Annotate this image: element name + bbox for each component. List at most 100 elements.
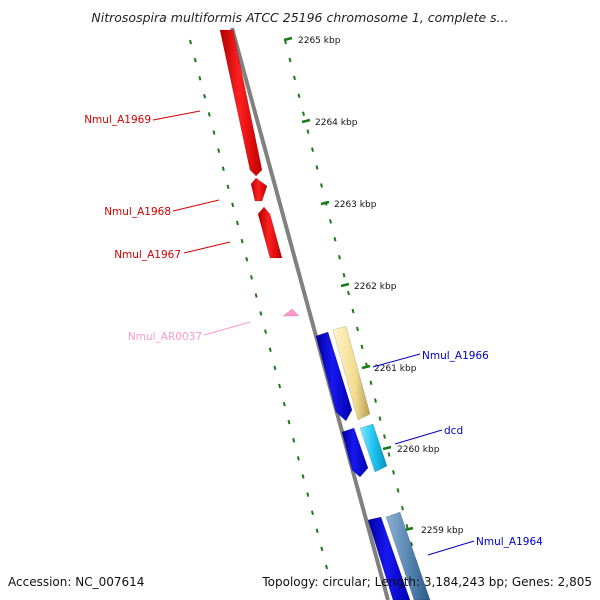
tick-mark <box>249 275 253 280</box>
tick-mark <box>333 237 337 242</box>
tick-mark <box>405 523 409 529</box>
kbp-major-tick <box>283 36 293 42</box>
tick-mark <box>288 57 292 63</box>
tick-mark <box>310 510 314 515</box>
gene-label: Nmul_A1968 <box>104 206 171 218</box>
label-leader-line <box>152 110 201 121</box>
gene-label: Nmul_A1969 <box>84 114 151 126</box>
tick-mark <box>264 329 268 334</box>
gene-label: Nmul_A1966 <box>422 350 489 362</box>
cog-band-1 <box>332 325 371 421</box>
tick-mark <box>356 326 359 332</box>
tick-mark <box>240 238 244 244</box>
label-leader-line <box>172 199 220 212</box>
cog-band-3 <box>385 511 431 600</box>
gene-label: Nmul_A1967 <box>114 249 181 261</box>
tick-mark <box>268 347 272 353</box>
tick-mark <box>325 564 329 570</box>
tick-mark <box>293 75 296 81</box>
tick-mark <box>351 308 355 314</box>
tick-mark <box>374 398 377 403</box>
tick-mark <box>392 470 395 475</box>
tick-mark <box>189 39 193 45</box>
kbp-tick-label: 2262 kbp <box>354 282 397 292</box>
tick-mark <box>245 256 249 262</box>
kbp-major-tick <box>320 200 330 206</box>
tick-mark <box>347 290 350 296</box>
kbp-major-tick <box>382 445 392 451</box>
accession-label: Accession: NC_007614 <box>8 575 145 589</box>
tick-mark <box>259 311 263 316</box>
tick-mark <box>360 344 364 350</box>
gene-arrow-nmul-a1968 <box>250 177 268 202</box>
kbp-tick-label: 2259 kbp <box>421 526 464 536</box>
tick-mark <box>282 401 286 407</box>
gene-arrow-dcd <box>341 427 369 478</box>
kbp-tick-label: 2263 kbp <box>334 200 377 210</box>
gene-arrow-nmul-a1964 <box>367 516 411 600</box>
tick-mark <box>378 416 382 421</box>
topology-label: Topology: circular; Length: 3,184,243 bp… <box>262 575 592 589</box>
gene-label: dcd <box>444 425 463 437</box>
tick-mark <box>315 165 319 170</box>
tick-mark <box>396 488 400 493</box>
tick-mark <box>410 541 413 547</box>
tick-mark <box>278 383 282 389</box>
tick-mark <box>401 506 404 511</box>
kbp-major-tick <box>361 364 371 370</box>
tick-mark <box>329 219 332 224</box>
tick-mark <box>338 254 341 260</box>
tick-mark <box>297 93 301 99</box>
kbp-tick-label: 2261 kbp <box>374 364 417 374</box>
label-leader-line <box>394 429 443 445</box>
label-leader-line <box>427 540 475 556</box>
cog-band-2 <box>359 423 388 473</box>
tick-mark <box>231 202 235 208</box>
gene-arrow-nmul-a1967 <box>257 206 283 259</box>
tick-mark <box>273 365 277 371</box>
kbp-major-tick <box>301 118 311 124</box>
tick-mark <box>315 528 319 534</box>
tick-mark <box>320 183 323 188</box>
gene-label: Nmul_A1964 <box>476 536 543 548</box>
map-title: Nitrosospira multiformis ATCC 25196 chro… <box>91 10 509 25</box>
label-leader-line <box>203 321 251 336</box>
tick-mark <box>235 220 239 226</box>
kbp-tick-label: 2265 kbp <box>298 36 341 46</box>
tick-mark <box>301 474 305 479</box>
tick-mark <box>383 434 386 439</box>
kbp-major-tick <box>404 526 414 532</box>
tick-mark <box>221 166 225 171</box>
tick-mark <box>296 456 300 461</box>
backbone-line <box>230 27 390 600</box>
tick-mark <box>369 380 373 385</box>
gene-arrow-nmul-a1966 <box>315 331 353 422</box>
tick-mark <box>207 112 211 117</box>
tick-mark <box>387 452 391 457</box>
kbp-tick-label: 2260 kbp <box>397 445 440 455</box>
tick-mark <box>217 148 221 153</box>
tick-mark <box>320 546 324 552</box>
tick-mark <box>292 438 296 443</box>
tick-mark <box>287 419 291 425</box>
tick-mark <box>198 75 202 81</box>
label-leader-line <box>183 241 231 254</box>
label-leader-line <box>372 353 421 368</box>
kbp-major-tick <box>340 282 350 288</box>
tick-mark <box>254 293 258 298</box>
tick-mark <box>311 147 314 152</box>
tick-mark <box>302 111 305 116</box>
gene-label: Nmul_AR0037 <box>128 331 202 343</box>
tick-mark <box>306 492 310 497</box>
rna-nmul-ar0037 <box>282 308 300 317</box>
tick-mark <box>203 94 207 99</box>
tick-mark <box>193 57 197 63</box>
left-tick-rail <box>189 39 329 570</box>
tick-mark <box>306 129 310 134</box>
tick-mark <box>226 184 230 190</box>
tick-mark <box>212 130 216 135</box>
kbp-tick-label: 2264 kbp <box>315 118 358 128</box>
tick-mark <box>342 272 346 278</box>
gene-arrow-nmul-a1969 <box>219 29 263 177</box>
